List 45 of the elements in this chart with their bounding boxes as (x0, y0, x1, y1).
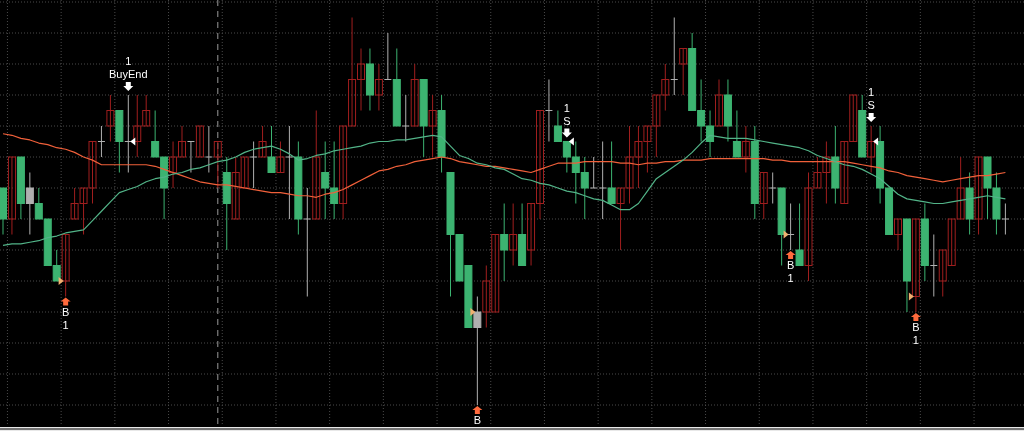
candlestick (186, 141, 195, 173)
candlestick (97, 125, 106, 158)
candlestick (383, 32, 392, 80)
candlestick (1001, 203, 1010, 235)
candlestick (607, 141, 616, 204)
candlestick (25, 172, 34, 235)
candlestick (500, 203, 509, 282)
annotation: 1 S (867, 86, 875, 111)
candlestick (715, 79, 723, 127)
candlestick (670, 17, 679, 96)
annotation: 1 S (563, 101, 571, 127)
annotation: B 1 (912, 321, 920, 346)
candlestick (974, 156, 983, 235)
candlestick (741, 125, 750, 173)
candlestick (195, 125, 204, 158)
candlestick (509, 203, 518, 266)
candlestick (732, 110, 741, 158)
candlestick (759, 172, 768, 220)
candlestick (312, 110, 321, 220)
candlestick (679, 48, 688, 96)
annotation: B 1 (61, 305, 70, 331)
candlestick (7, 156, 16, 235)
candlestick (204, 125, 213, 173)
candlestick (894, 218, 902, 251)
candlestick (285, 125, 294, 220)
candlestick (303, 187, 312, 297)
text: B (473, 414, 482, 426)
annotation: 1 BuyEnd (109, 55, 148, 80)
candlestick (589, 156, 598, 189)
candlestick (213, 141, 222, 189)
candlestick (258, 125, 267, 158)
annotation: B 1 (786, 259, 795, 284)
candlestick (428, 94, 437, 158)
candlestick (401, 94, 410, 142)
candlestick (929, 234, 938, 297)
candlestick (106, 94, 115, 142)
candlestick (249, 141, 258, 189)
candlestick (374, 63, 383, 111)
candlestick (410, 63, 419, 127)
candlestick (267, 125, 276, 173)
candlestick (795, 203, 804, 266)
candlestick (544, 79, 553, 142)
candlestick (768, 172, 777, 204)
candlestick (276, 141, 285, 173)
candlestick (598, 141, 607, 220)
